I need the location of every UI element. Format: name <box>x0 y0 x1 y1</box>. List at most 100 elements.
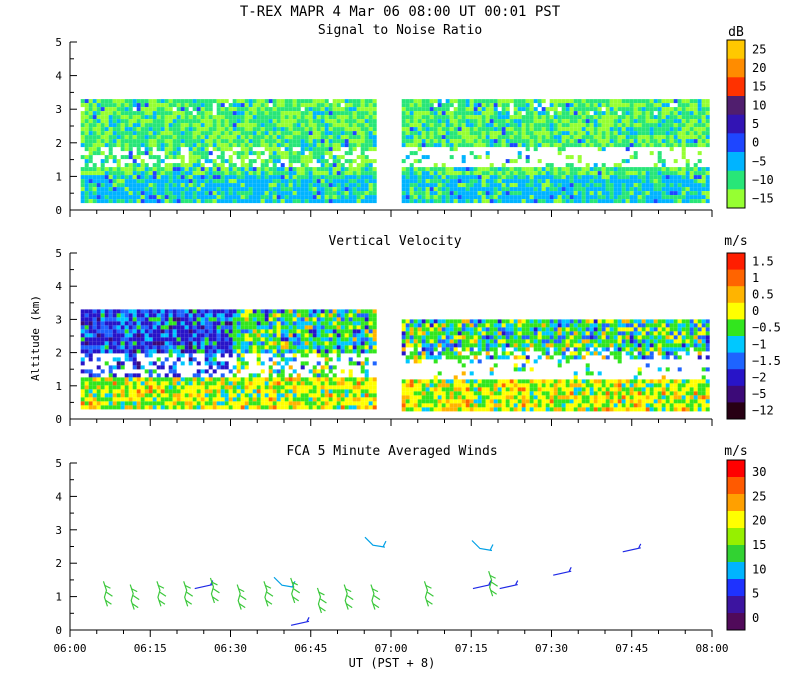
snr-cell <box>513 107 518 112</box>
velocity-cell <box>240 341 245 346</box>
velocity-cell <box>356 377 361 382</box>
velocity-cell <box>272 341 277 346</box>
snr-cell <box>200 107 205 112</box>
snr-cell <box>108 183 113 188</box>
snr-cell <box>84 159 89 164</box>
snr-cell <box>240 163 245 168</box>
snr-cell <box>461 143 466 148</box>
snr-cell <box>641 123 646 128</box>
velocity-cell <box>320 373 325 378</box>
snr-cell <box>645 131 650 136</box>
velocity-cell <box>140 381 145 386</box>
velocity-cell <box>304 349 309 354</box>
snr-cell <box>204 119 209 124</box>
snr-cell <box>517 167 522 172</box>
snr-cell <box>136 179 141 184</box>
snr-cell <box>256 155 261 160</box>
velocity-cell <box>236 345 241 350</box>
snr-cell <box>92 199 97 204</box>
snr-cell <box>493 195 498 200</box>
snr-cell <box>196 143 201 148</box>
snr-cell <box>641 107 646 112</box>
velocity-cell <box>192 317 197 322</box>
snr-cell <box>489 183 494 188</box>
snr-cell <box>312 183 317 188</box>
snr-cell <box>120 131 125 136</box>
velocity-cell <box>244 317 249 322</box>
snr-cell <box>240 187 245 192</box>
velocity-cell <box>356 341 361 346</box>
snr-cell <box>360 199 365 204</box>
snr-cell <box>300 195 305 200</box>
velocity-cell <box>288 365 293 370</box>
snr-cell <box>705 199 710 204</box>
velocity-cell <box>164 321 169 326</box>
snr-cell <box>364 195 369 200</box>
velocity-cell <box>308 385 313 390</box>
velocity-cell <box>148 393 153 398</box>
snr-cell <box>88 131 93 136</box>
snr-cell <box>585 115 590 120</box>
velocity-cell <box>88 389 93 394</box>
snr-cell <box>364 171 369 176</box>
snr-cell <box>665 187 670 192</box>
snr-cell <box>597 147 602 152</box>
snr-cell <box>340 135 345 140</box>
snr-cell <box>485 195 490 200</box>
snr-cell <box>697 115 702 120</box>
snr-cell <box>549 123 554 128</box>
snr-cell <box>525 179 530 184</box>
snr-cell <box>112 167 117 172</box>
snr-cell <box>657 135 662 140</box>
snr-cell <box>140 167 145 172</box>
snr-cell <box>240 199 245 204</box>
velocity-cell <box>244 313 249 318</box>
snr-cell <box>521 179 526 184</box>
snr-cell <box>144 119 149 124</box>
snr-cell <box>104 119 109 124</box>
snr-cell <box>308 171 313 176</box>
snr-cell <box>196 99 201 104</box>
velocity-cell <box>180 349 185 354</box>
snr-cell <box>348 183 353 188</box>
snr-cell <box>549 107 554 112</box>
velocity-cell <box>148 325 153 330</box>
velocity-cell <box>152 397 157 402</box>
snr-cell <box>100 119 105 124</box>
velocity-cell <box>200 393 205 398</box>
snr-cell <box>537 171 542 176</box>
snr-cell <box>577 135 582 140</box>
snr-cell <box>136 139 141 144</box>
snr-cell <box>96 151 101 156</box>
velocity-cell <box>308 341 313 346</box>
snr-cell <box>84 147 89 152</box>
snr-cell <box>661 103 666 108</box>
snr-cell <box>685 195 690 200</box>
snr-cell <box>272 99 277 104</box>
snr-cell <box>701 127 706 132</box>
snr-cell <box>152 139 157 144</box>
velocity-cell <box>324 345 329 350</box>
snr-cell <box>164 127 169 132</box>
snr-cell <box>609 103 614 108</box>
snr-cell <box>252 171 257 176</box>
snr-cell <box>148 179 153 184</box>
velocity-cell <box>232 381 237 386</box>
snr-cell <box>653 135 658 140</box>
snr-cell <box>665 99 670 104</box>
snr-cell <box>613 179 618 184</box>
velocity-cell <box>160 361 165 366</box>
snr-cell <box>685 99 690 104</box>
snr-cell <box>192 191 197 196</box>
snr-y-tick-label: 0 <box>55 204 62 217</box>
snr-cell <box>372 127 377 132</box>
velocity-cell <box>104 393 109 398</box>
snr-cell <box>356 183 361 188</box>
snr-cell <box>705 175 710 180</box>
snr-cell <box>609 143 614 148</box>
snr-cell <box>340 155 345 160</box>
snr-cell <box>128 195 133 200</box>
snr-cell <box>124 179 129 184</box>
snr-cell <box>537 195 542 200</box>
velocity-cell <box>280 309 285 314</box>
